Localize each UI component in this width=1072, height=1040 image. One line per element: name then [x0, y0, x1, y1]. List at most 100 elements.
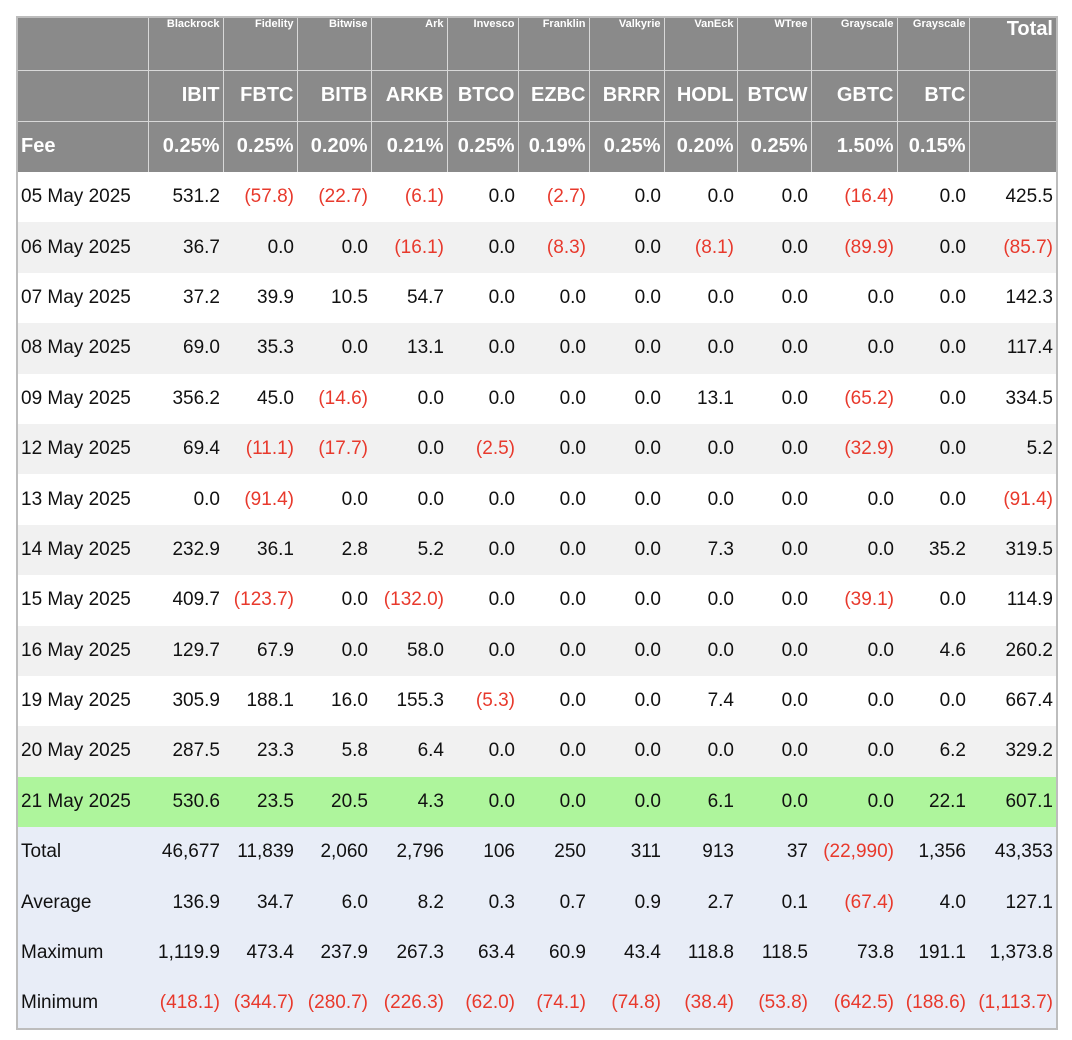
- ticker-header: IBIT: [148, 69, 224, 121]
- etf-flow-table: Blackrock Fidelity Bitwise Ark Invesco Frankl…: [16, 16, 1058, 1030]
- flow-cell: 0.0: [447, 323, 518, 374]
- flow-cell: (5.3): [447, 675, 518, 727]
- issuer-header: Ark: [371, 17, 448, 70]
- date-cell: 20 May 2025: [17, 726, 148, 777]
- fee-cell: 0.19%: [518, 120, 590, 172]
- ticker-header: HODL: [664, 69, 738, 121]
- flow-cell: 0.0: [518, 423, 589, 475]
- stat-cell: 63.4: [447, 927, 518, 979]
- flow-cell: 0.0: [447, 575, 518, 626]
- stat-cell: 6.0: [297, 877, 371, 928]
- header-row-ticker: IBIT FBTC BITB ARKB BTCO EZBC BRRR HODL BTCW GBTC…: [17, 69, 1058, 121]
- flow-cell: 39.9: [223, 272, 297, 324]
- flow-cell: (16.1): [371, 222, 447, 273]
- stats-row-minimum: Minimum (418.1) (344.7) (280.7) (226.3) (62.0…: [17, 978, 1057, 1029]
- date-cell: 05 May 2025: [17, 172, 148, 223]
- flow-cell: (17.7): [297, 423, 371, 475]
- stat-cell: (226.3): [371, 978, 447, 1029]
- flow-cell: 0.0: [737, 474, 811, 525]
- flow-cell: (65.2): [811, 373, 897, 424]
- stat-cell: 43,353: [969, 827, 1057, 878]
- stat-cell: 127.1: [969, 877, 1057, 928]
- flow-cell: (2.5): [447, 423, 518, 475]
- flow-cell: 0.0: [447, 272, 518, 324]
- row-total-cell: 5.2: [969, 423, 1057, 475]
- stat-cell: (22,990): [811, 827, 897, 878]
- table-row: 06 May 2025 36.7 0.0 0.0 (16.1) 0.0 (8.3) 0.0 (8…: [17, 222, 1057, 273]
- stat-cell: (53.8): [737, 978, 811, 1029]
- stat-cell: 106: [447, 827, 518, 878]
- fee-cell: 0.25%: [589, 120, 665, 172]
- stat-cell: (74.1): [518, 978, 589, 1029]
- stat-cell: (67.4): [811, 877, 897, 928]
- date-cell: 16 May 2025: [17, 625, 148, 676]
- flow-cell: 23.3: [223, 726, 297, 777]
- flow-cell: 58.0: [371, 625, 447, 676]
- flow-cell: (91.4): [223, 474, 297, 525]
- flow-cell: 0.0: [148, 474, 223, 525]
- stat-cell: 311: [589, 827, 664, 878]
- fee-label: Fee: [17, 120, 149, 172]
- stat-cell: (1,113.7): [969, 978, 1057, 1029]
- flow-cell: 0.0: [737, 675, 811, 727]
- flow-cell: 0.0: [589, 474, 664, 525]
- flow-cell: 5.8: [297, 726, 371, 777]
- flow-cell: 0.0: [447, 474, 518, 525]
- flow-cell: 35.2: [897, 524, 969, 576]
- stat-label: Total: [17, 827, 148, 878]
- stat-cell: 34.7: [223, 877, 297, 928]
- table-row: 16 May 2025 129.7 67.9 0.0 58.0 0.0 0.0 0.0 0.0 0…: [17, 625, 1057, 676]
- ticker-header: BTCW: [737, 69, 812, 121]
- fee-cell: 0.25%: [737, 120, 812, 172]
- stat-cell: 2,796: [371, 827, 447, 878]
- stat-cell: 0.9: [589, 877, 664, 928]
- flow-cell: 0.0: [897, 474, 969, 525]
- stat-cell: 46,677: [148, 827, 223, 878]
- flow-cell: 531.2: [148, 172, 223, 223]
- flow-cell: 36.7: [148, 222, 223, 273]
- flow-cell: 0.0: [664, 726, 737, 777]
- flow-cell: 0.0: [664, 323, 737, 374]
- flow-cell: 0.0: [518, 474, 589, 525]
- stat-cell: (38.4): [664, 978, 737, 1029]
- row-total-cell: 334.5: [969, 373, 1057, 424]
- flow-cell: 0.0: [811, 524, 897, 576]
- flow-cell: 0.0: [371, 423, 447, 475]
- flow-cell: 0.0: [371, 474, 447, 525]
- stats-row-average: Average 136.9 34.7 6.0 8.2 0.3 0.7 0.9 2.7 0.1 (67…: [17, 877, 1057, 928]
- flow-cell: 0.0: [518, 726, 589, 777]
- stat-cell: 473.4: [223, 927, 297, 979]
- stat-cell: 0.1: [737, 877, 811, 928]
- row-total-cell: 117.4: [969, 323, 1057, 374]
- flow-cell: 0.0: [589, 726, 664, 777]
- stats-row-maximum: Maximum 1,119.9 473.4 237.9 267.3 63.4 60.9 43.…: [17, 927, 1057, 979]
- row-total-cell: (91.4): [969, 474, 1057, 525]
- flow-cell: 0.0: [897, 323, 969, 374]
- issuer-header: Fidelity: [223, 17, 298, 70]
- flow-cell: 0.0: [897, 675, 969, 727]
- fee-cell: 0.25%: [148, 120, 224, 172]
- flow-cell: 0.0: [811, 675, 897, 727]
- issuer-header: Franklin: [518, 17, 590, 70]
- flow-cell: 0.0: [664, 172, 737, 223]
- stat-cell: 60.9: [518, 927, 589, 979]
- stat-cell: (280.7): [297, 978, 371, 1029]
- header-row-fee: Fee 0.25% 0.25% 0.20% 0.21% 0.25% 0.19% 0.25% 0.…: [17, 120, 1058, 172]
- flow-cell: 188.1: [223, 675, 297, 727]
- flow-cell: (6.1): [371, 172, 447, 223]
- corner-cell: [17, 17, 149, 70]
- date-cell: 08 May 2025: [17, 323, 148, 374]
- row-total-cell: 319.5: [969, 524, 1057, 576]
- flow-cell: 13.1: [371, 323, 447, 374]
- flow-cell: 0.0: [518, 323, 589, 374]
- flow-cell: 305.9: [148, 675, 223, 727]
- row-total-cell: (85.7): [969, 222, 1057, 273]
- stat-cell: 267.3: [371, 927, 447, 979]
- flow-cell: 45.0: [223, 373, 297, 424]
- flow-cell: 0.0: [447, 625, 518, 676]
- ticker-header: BTCO: [447, 69, 519, 121]
- flow-cell: 16.0: [297, 675, 371, 727]
- stat-cell: 11,839: [223, 827, 297, 878]
- ticker-header: ARKB: [371, 69, 448, 121]
- table-row: 14 May 2025 232.9 36.1 2.8 5.2 0.0 0.0 0.0 7.3 0.…: [17, 524, 1057, 576]
